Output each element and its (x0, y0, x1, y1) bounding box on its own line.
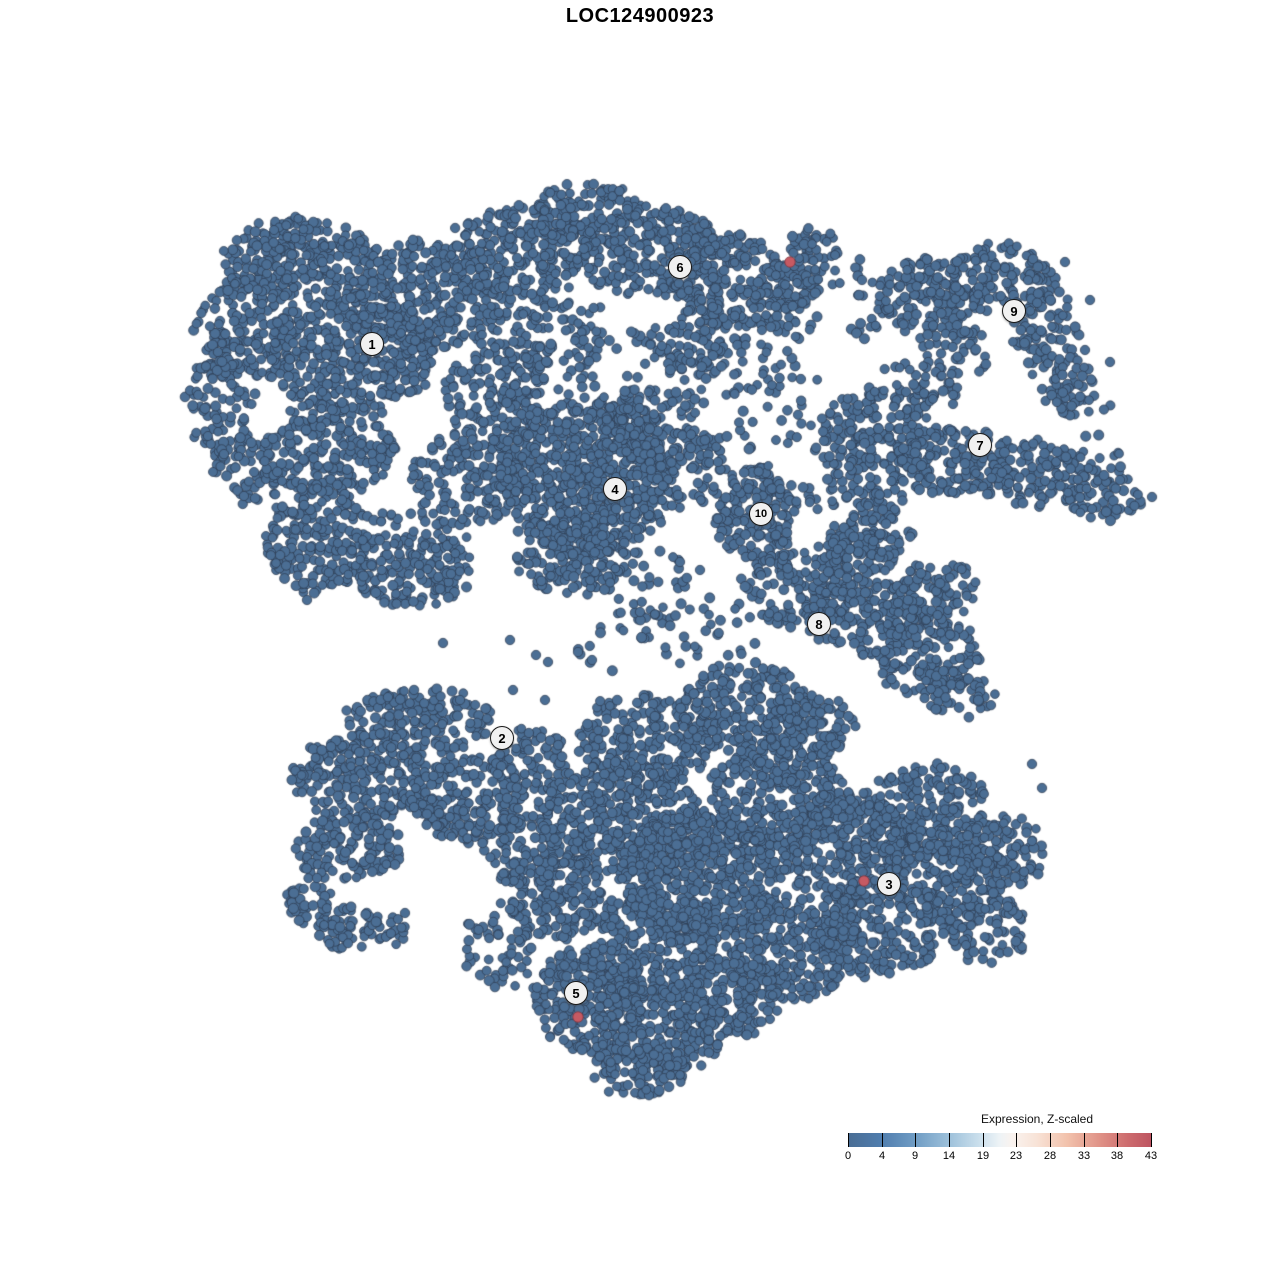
cluster-label-5: 5 (564, 981, 588, 1005)
legend-tick-mark (1016, 1133, 1017, 1147)
expression-legend: Expression, Z-scaled 0 4 9 14 19 23 28 33 38 43 (844, 1112, 1157, 1172)
legend-tick-mark (848, 1133, 849, 1147)
legend-tick-mark (915, 1133, 916, 1147)
cluster-label-9: 9 (1002, 299, 1026, 323)
legend-tick-label: 4 (878, 1150, 886, 1162)
chart-title: LOC124900923 (565, 5, 715, 27)
legend-tick-label: 28 (1043, 1150, 1057, 1162)
legend-tick-label: 23 (1009, 1150, 1023, 1162)
legend-tick-label: 14 (942, 1150, 956, 1162)
legend-tick-label: 43 (1144, 1150, 1158, 1162)
legend-tick-label: 19 (976, 1150, 990, 1162)
cluster-label-8: 8 (807, 612, 831, 636)
legend-tick-mark (1151, 1133, 1152, 1147)
legend-tick-mark (1117, 1133, 1118, 1147)
legend-tick-mark (1050, 1133, 1051, 1147)
cluster-label-3: 3 (877, 872, 901, 896)
cluster-label-1: 1 (360, 332, 384, 356)
legend-tick-label: 38 (1110, 1150, 1124, 1162)
cluster-label-2: 2 (490, 726, 514, 750)
cluster-label-4: 4 (603, 477, 627, 501)
legend-tick-mark (882, 1133, 883, 1147)
legend-tick-label: 33 (1077, 1150, 1091, 1162)
cluster-label-6: 6 (668, 255, 692, 279)
legend-tick-mark (949, 1133, 950, 1147)
legend-tick-mark (983, 1133, 984, 1147)
legend-tick-mark (1084, 1133, 1085, 1147)
legend-tick-label: 0 (844, 1150, 852, 1162)
cluster-label-7: 7 (968, 433, 992, 457)
legend-title: Expression, Z-scaled (980, 1112, 1094, 1126)
legend-tick-label: 9 (911, 1150, 919, 1162)
legend-colorbar (848, 1133, 1152, 1147)
cluster-label-10: 10 (749, 502, 773, 526)
